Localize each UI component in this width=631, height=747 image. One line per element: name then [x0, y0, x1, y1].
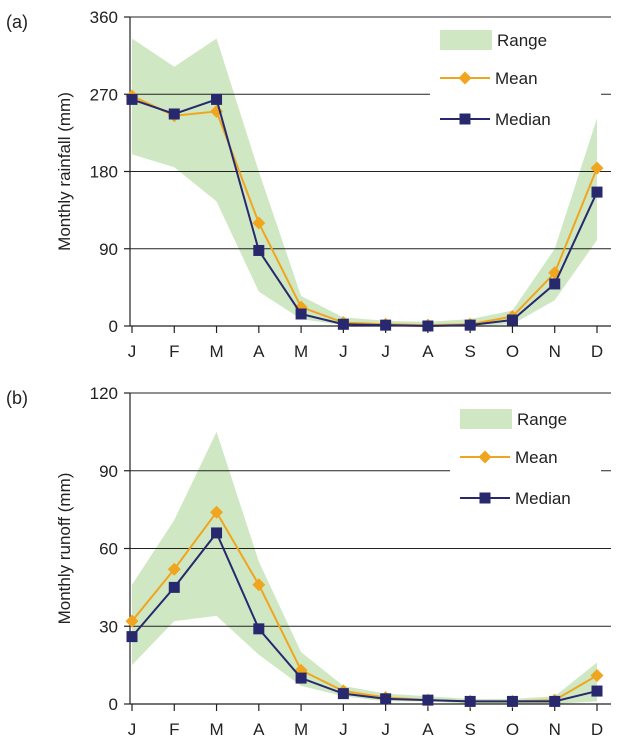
y-axis-label: Monthly runoff (mm)	[55, 473, 74, 625]
x-tick-label: A	[253, 720, 265, 739]
x-tick-label: J	[128, 720, 137, 739]
y-tick-label: 360	[90, 8, 118, 27]
legend-mean-label: Mean	[515, 448, 558, 467]
legend-range-swatch	[440, 30, 492, 50]
mean-point	[167, 562, 181, 576]
median-point	[295, 672, 307, 684]
y-tick-label: 30	[99, 617, 118, 636]
legend-mean-marker	[458, 71, 472, 85]
median-point	[126, 93, 138, 105]
x-tick-label: O	[506, 720, 519, 739]
x-tick-label: N	[549, 342, 561, 361]
legend: Range Mean Median	[460, 409, 571, 508]
y-tick-label: 270	[90, 85, 118, 104]
mean-point	[590, 161, 604, 175]
median-point	[464, 319, 476, 331]
median-point	[337, 688, 349, 700]
y-tick-label: 0	[109, 695, 118, 714]
x-tick-label: M	[294, 342, 308, 361]
panel-b: 0 30 60 90 120 J F M A M J J A S O N D Monthly runoff (mm…	[6, 384, 611, 739]
legend-range-swatch	[460, 409, 512, 429]
x-tick-label: N	[549, 720, 561, 739]
median-point	[422, 694, 434, 706]
y-tick-label: 90	[99, 240, 118, 259]
x-tick-label: J	[339, 720, 348, 739]
median-point	[253, 623, 265, 635]
x-tick-label: A	[422, 342, 434, 361]
series-line-median	[131, 531, 598, 703]
median-point	[126, 631, 138, 643]
panel-label: (b)	[6, 388, 28, 408]
x-tick-label: M	[209, 342, 223, 361]
x-tick-label: F	[169, 720, 179, 739]
median-point	[549, 695, 561, 707]
median-point	[464, 695, 476, 707]
median-point	[506, 314, 518, 326]
x-tick-label: J	[128, 342, 137, 361]
series-line-median	[131, 98, 598, 328]
range-band	[132, 431, 597, 704]
legend-mean-label: Mean	[495, 69, 538, 88]
x-tick-label: S	[465, 342, 476, 361]
median-point	[591, 685, 603, 697]
y-tick-label: 120	[90, 384, 118, 403]
y-tick-label: 180	[90, 163, 118, 182]
y-tick-label: 90	[99, 462, 118, 481]
median-point	[211, 93, 223, 105]
mean-point	[252, 216, 266, 230]
x-tick-label: A	[253, 342, 265, 361]
x-tick-label: D	[591, 342, 603, 361]
x-tick-label: A	[422, 720, 434, 739]
panel-label: (a)	[6, 12, 28, 32]
legend: Range Mean Median	[440, 30, 551, 129]
range-band	[132, 38, 597, 326]
x-tick-label: J	[339, 342, 348, 361]
median-point	[253, 244, 265, 256]
median-point	[591, 186, 603, 198]
x-tick-label: S	[465, 720, 476, 739]
x-tick-label: F	[169, 342, 179, 361]
median-point	[168, 581, 180, 593]
series-line-mean	[131, 95, 598, 327]
y-tick-label: 0	[109, 317, 118, 336]
legend-median-marker	[459, 113, 471, 125]
median-point	[168, 108, 180, 120]
y-axis-label: Monthly rainfall (mm)	[55, 92, 74, 251]
legend-median-label: Median	[495, 110, 551, 129]
median-point	[337, 318, 349, 330]
x-tick-label: J	[381, 342, 390, 361]
legend-median-marker	[479, 492, 491, 504]
x-tick-label: D	[591, 720, 603, 739]
legend-median-label: Median	[515, 489, 571, 508]
mean-point	[590, 668, 604, 682]
x-tick-label: J	[381, 720, 390, 739]
panel-a: 0 90 180 270 360 J F M A M J J A S O N D Monthly rainfall…	[6, 8, 611, 361]
median-point	[506, 695, 518, 707]
y-tick-label: 60	[99, 540, 118, 559]
x-tick-label: O	[506, 342, 519, 361]
x-tick-label: M	[209, 720, 223, 739]
legend-range-label: Range	[497, 31, 547, 50]
mean-point	[210, 505, 224, 519]
median-point	[380, 319, 392, 331]
median-point	[380, 693, 392, 705]
median-point	[211, 527, 223, 539]
median-point	[422, 320, 434, 332]
legend-range-label: Range	[517, 410, 567, 429]
median-point	[549, 278, 561, 290]
mean-point	[125, 614, 139, 628]
x-tick-label: M	[294, 720, 308, 739]
median-point	[295, 308, 307, 320]
mean-point	[252, 578, 266, 592]
legend-mean-marker	[478, 450, 492, 464]
